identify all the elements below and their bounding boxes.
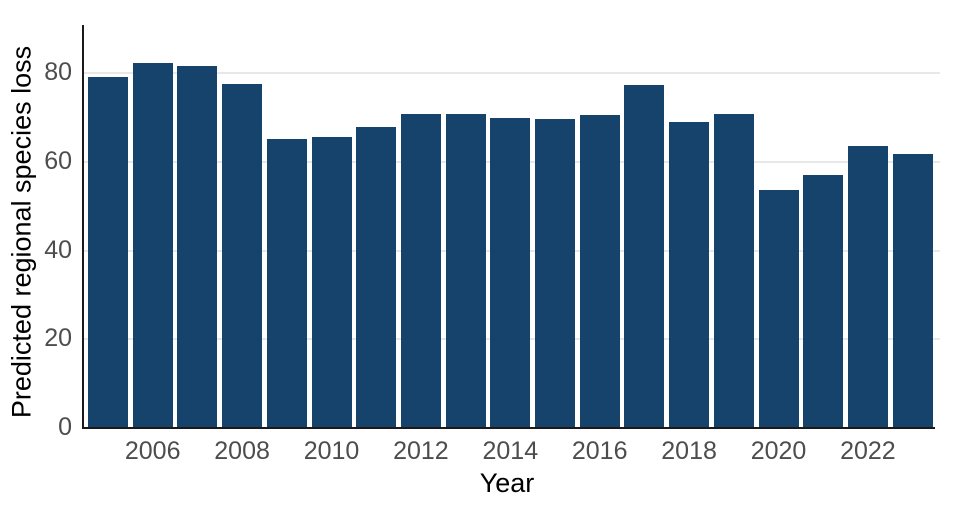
bar-2021 xyxy=(803,175,844,427)
bar-2020 xyxy=(758,190,799,427)
y-tick-label-40: 40 xyxy=(44,235,72,264)
x-tick-label-2014: 2014 xyxy=(482,437,539,465)
x-axis-title: Year xyxy=(479,468,535,498)
bar-2005 xyxy=(88,77,128,427)
y-tick-label-80: 80 xyxy=(44,58,72,86)
bar-2007 xyxy=(177,66,218,427)
y-tick-label-0: 0 xyxy=(58,413,72,441)
y-axis-spine xyxy=(82,25,84,429)
x-tick-label-2022: 2022 xyxy=(840,437,896,465)
x-tick-label-2016: 2016 xyxy=(571,437,628,465)
bar-2014 xyxy=(490,117,531,427)
bar-2022 xyxy=(847,145,888,427)
bar-2017 xyxy=(624,85,665,427)
bar-2006 xyxy=(132,62,173,427)
bar-2010 xyxy=(311,137,352,427)
y-tick-label-20: 20 xyxy=(44,324,72,353)
x-tick-label-2012: 2012 xyxy=(393,437,449,465)
bar-2018 xyxy=(669,122,710,427)
bar-2023 xyxy=(892,153,933,427)
bar-2013 xyxy=(445,113,486,427)
bar-2011 xyxy=(356,127,397,427)
x-tick-label-2020: 2020 xyxy=(750,437,807,465)
bar-2019 xyxy=(713,113,754,427)
y-tick-label-60: 60 xyxy=(44,146,72,175)
gridline-y-80 xyxy=(84,72,940,74)
x-tick-label-2010: 2010 xyxy=(303,437,360,465)
bar-2008 xyxy=(222,84,263,427)
x-axis-spine xyxy=(82,427,935,429)
x-tick-label-2006: 2006 xyxy=(124,437,181,465)
bar-2016 xyxy=(579,115,620,427)
x-tick-label-2008: 2008 xyxy=(214,437,270,465)
bar-2009 xyxy=(266,138,307,427)
bar-2012 xyxy=(400,113,441,427)
x-tick-label-2018: 2018 xyxy=(661,437,717,465)
bar-2015 xyxy=(535,119,575,427)
